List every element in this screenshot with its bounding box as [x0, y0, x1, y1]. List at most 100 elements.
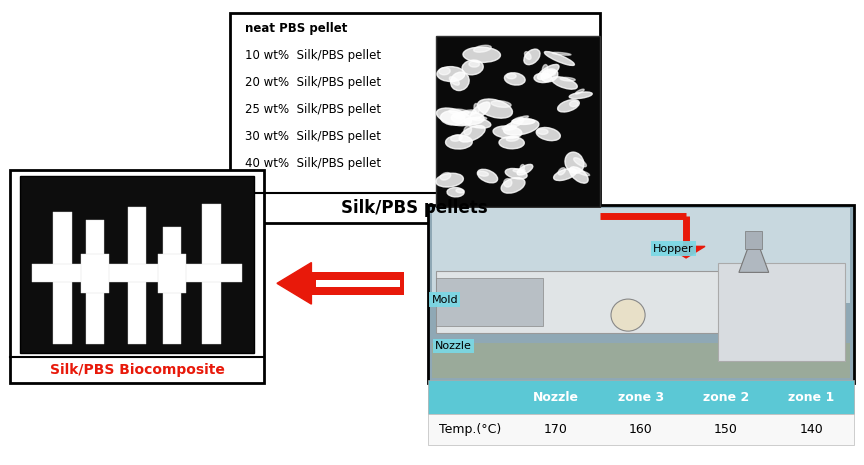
Ellipse shape [542, 74, 550, 78]
Text: 170: 170 [543, 423, 568, 436]
Text: 20 wt%  Silk/PBS pellet: 20 wt% Silk/PBS pellet [245, 76, 381, 89]
Ellipse shape [576, 170, 589, 176]
Ellipse shape [558, 168, 565, 175]
Ellipse shape [469, 61, 480, 67]
Ellipse shape [560, 77, 575, 81]
Ellipse shape [557, 100, 579, 112]
Ellipse shape [473, 117, 486, 120]
Text: Silk/PBS Biocomposite: Silk/PBS Biocomposite [49, 363, 225, 377]
Bar [428, 205, 854, 383]
Bar [432, 343, 849, 378]
Text: Mold: Mold [432, 294, 458, 305]
Ellipse shape [474, 104, 480, 113]
Ellipse shape [464, 126, 472, 135]
Ellipse shape [569, 92, 592, 99]
Ellipse shape [569, 167, 588, 183]
Text: 160: 160 [629, 423, 652, 436]
Bar [128, 207, 146, 344]
Ellipse shape [534, 73, 551, 83]
Ellipse shape [456, 189, 464, 193]
Ellipse shape [575, 89, 584, 94]
Ellipse shape [505, 73, 525, 85]
Ellipse shape [513, 169, 525, 173]
Ellipse shape [524, 52, 531, 60]
Ellipse shape [447, 187, 464, 197]
Ellipse shape [574, 158, 587, 167]
Bar [428, 414, 854, 445]
Ellipse shape [459, 126, 486, 142]
Ellipse shape [552, 53, 571, 55]
Ellipse shape [473, 45, 492, 52]
Ellipse shape [504, 179, 511, 187]
Text: Nozzle: Nozzle [435, 341, 472, 351]
Bar [162, 227, 181, 344]
Bar [428, 380, 854, 414]
Text: Hopper: Hopper [653, 244, 694, 254]
Ellipse shape [505, 168, 527, 179]
Ellipse shape [451, 112, 484, 125]
Ellipse shape [518, 116, 529, 120]
Ellipse shape [512, 119, 535, 125]
Ellipse shape [451, 72, 469, 91]
Text: zone 2: zone 2 [703, 391, 749, 404]
Polygon shape [277, 263, 311, 304]
Ellipse shape [520, 165, 524, 171]
Ellipse shape [511, 117, 524, 126]
Ellipse shape [537, 65, 559, 80]
Bar [315, 279, 400, 287]
Text: 40 wt%  Silk/PBS pellet: 40 wt% Silk/PBS pellet [245, 157, 381, 170]
Ellipse shape [451, 135, 462, 141]
Text: zone 3: zone 3 [618, 391, 664, 404]
Ellipse shape [435, 173, 463, 187]
Ellipse shape [449, 77, 460, 85]
Ellipse shape [478, 169, 498, 183]
Text: Silk/PBS pellets: Silk/PBS pellets [341, 199, 488, 218]
Ellipse shape [547, 70, 556, 75]
Bar [436, 278, 543, 326]
Ellipse shape [449, 109, 469, 115]
Ellipse shape [524, 49, 540, 65]
Bar [311, 272, 404, 295]
Ellipse shape [554, 169, 576, 180]
Bar [230, 13, 600, 223]
Ellipse shape [441, 111, 465, 125]
Text: 25 wt%  Silk/PBS pellet: 25 wt% Silk/PBS pellet [245, 103, 381, 116]
Ellipse shape [470, 102, 490, 120]
Ellipse shape [446, 135, 473, 149]
Ellipse shape [491, 101, 511, 107]
Ellipse shape [502, 125, 517, 130]
Text: 150: 150 [715, 423, 738, 436]
Text: Nozzle: Nozzle [532, 391, 579, 404]
Text: zone 1: zone 1 [788, 391, 835, 404]
Text: 10 wt%  Silk/PBS pellet: 10 wt% Silk/PBS pellet [245, 49, 381, 62]
Ellipse shape [544, 52, 575, 66]
Ellipse shape [464, 118, 491, 128]
Ellipse shape [439, 67, 450, 75]
Text: 140: 140 [799, 423, 823, 436]
Ellipse shape [537, 129, 548, 134]
Ellipse shape [440, 173, 451, 180]
Bar [718, 264, 846, 361]
Ellipse shape [517, 165, 533, 175]
Text: Temp.(°C): Temp.(°C) [439, 423, 501, 436]
Ellipse shape [499, 137, 524, 149]
Bar [21, 176, 254, 352]
Ellipse shape [506, 136, 518, 141]
Ellipse shape [462, 60, 483, 75]
Ellipse shape [504, 120, 539, 135]
Bar [10, 170, 264, 383]
Ellipse shape [543, 65, 548, 73]
Ellipse shape [501, 178, 525, 193]
Polygon shape [667, 246, 705, 258]
Ellipse shape [506, 73, 516, 79]
Bar [86, 219, 105, 344]
Ellipse shape [463, 47, 500, 62]
Bar [81, 254, 109, 292]
Bar [746, 232, 762, 249]
Ellipse shape [537, 127, 561, 140]
Bar [436, 36, 600, 207]
Bar [202, 204, 221, 344]
Ellipse shape [611, 299, 645, 331]
Text: neat PBS pellet: neat PBS pellet [245, 22, 347, 35]
Ellipse shape [478, 99, 512, 118]
